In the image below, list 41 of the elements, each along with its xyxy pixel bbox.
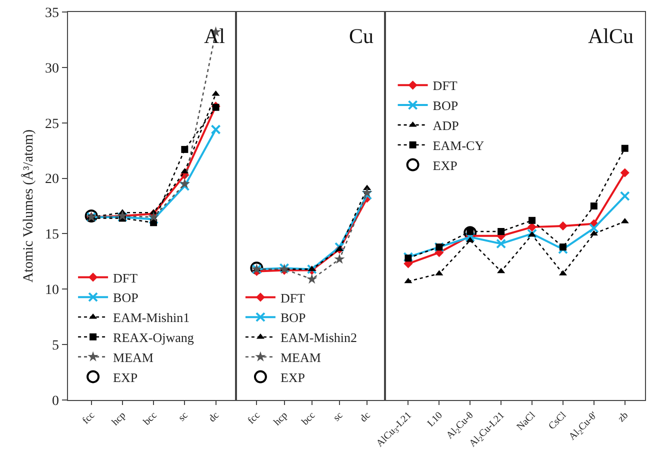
x-tick-label: sc	[176, 410, 191, 424]
legend-label: REAX-Ojwang	[113, 330, 194, 345]
y-tick-label: 20	[45, 172, 60, 188]
legend-label: DFT	[280, 290, 306, 306]
text: AlCu	[588, 24, 634, 48]
legend-label: EXP	[280, 370, 306, 385]
legend-label: EAM-Mishin1	[113, 310, 190, 326]
x-tick-label: hcp	[110, 410, 128, 428]
x-tick-label: dc	[206, 410, 222, 424]
legend-label: DFT	[432, 78, 458, 94]
x-tick-label: hcp	[272, 410, 290, 428]
text: Al	[204, 24, 226, 48]
text: Cu	[349, 24, 374, 48]
y-tick-label: 30	[45, 61, 60, 76]
legend-label: EAM-Mishin2	[280, 330, 358, 346]
legend-label: EAM-CY	[432, 138, 485, 153]
x-tick-label: L10	[426, 410, 445, 430]
y-tick-label: 15	[45, 228, 60, 243]
x-tick-label: zb	[616, 410, 631, 424]
legend-label: DFT	[113, 270, 138, 286]
x-tick-label: dc	[358, 410, 374, 424]
x-tick-label: fcc	[80, 410, 98, 426]
y-axis-title: Atomic Volumes (Å³/atom)	[20, 129, 37, 283]
legend-label: EXP	[432, 158, 458, 173]
legend-label: BOP	[280, 310, 306, 326]
x-tick-label: fcc	[246, 410, 263, 426]
legend-label: MEAM	[113, 350, 154, 365]
legend-label: BOP	[113, 290, 138, 306]
x-tick-label: bcc	[300, 410, 318, 428]
legend-label: BOP	[432, 98, 458, 114]
y-tick-label: 35	[45, 6, 60, 21]
legend-label: ADP	[432, 118, 459, 134]
y-tick-label: 10	[45, 283, 60, 298]
x-tick-label: CsCl	[546, 410, 569, 432]
legend-label: EXP	[113, 370, 138, 385]
x-tick-label: sc	[331, 410, 346, 424]
legend-label: MEAM	[280, 350, 322, 365]
y-tick-label: 0	[52, 394, 60, 409]
y-tick-label: 5	[52, 338, 60, 354]
y-tick-label: 25	[45, 116, 60, 132]
x-tick-label: bcc	[142, 410, 160, 428]
